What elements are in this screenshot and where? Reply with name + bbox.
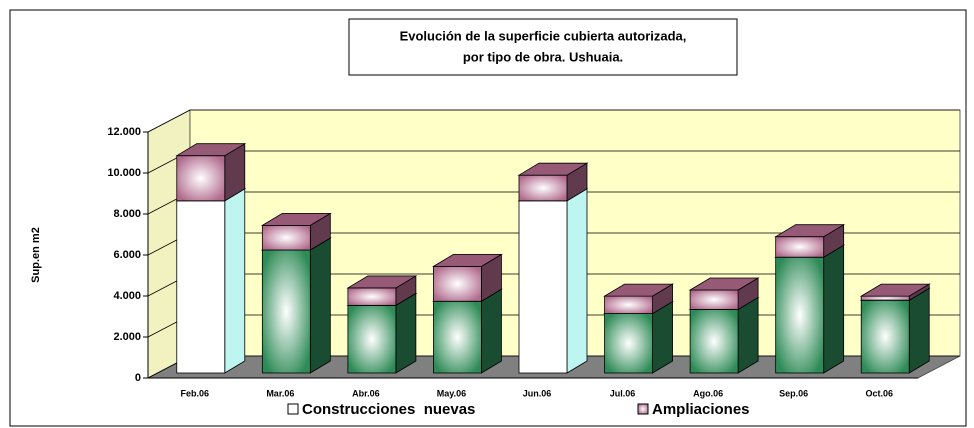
grid-line: [147, 109, 960, 133]
bar: [261, 224, 311, 251]
bar-side: [823, 244, 845, 374]
bar-side: [566, 188, 588, 374]
bar-side: [309, 237, 331, 374]
y-tick-label: 6.000: [113, 249, 141, 261]
bar: [860, 295, 910, 301]
bar: [433, 265, 482, 302]
legend-swatch: [287, 403, 299, 415]
bar: [775, 236, 825, 258]
y-tick-label: 2.000: [113, 331, 141, 343]
y-tick-label: 8.000: [113, 208, 141, 220]
bar: [604, 295, 653, 314]
bar: [518, 200, 568, 374]
bar-top: [346, 275, 418, 289]
y-axis-label: Sup.en m2: [30, 227, 42, 283]
bar-side: [224, 188, 246, 374]
y-tick-label: 4.000: [113, 290, 141, 302]
bar: [176, 155, 226, 202]
x-tick-label: Feb.06: [181, 388, 210, 398]
bar-top: [260, 212, 332, 226]
bar: [775, 256, 825, 374]
y-tick-label: 10.000: [107, 167, 141, 179]
bar: [689, 289, 739, 310]
y-tick-label: 12.000: [107, 126, 141, 138]
bar-top: [688, 277, 760, 291]
bar-top: [175, 143, 247, 157]
x-tick-label: Mar.06: [266, 388, 294, 398]
bar: [604, 313, 653, 374]
bar-top: [774, 224, 846, 238]
bar: [689, 309, 739, 374]
bar-side: [908, 287, 930, 374]
bar-top: [517, 162, 589, 176]
bar-side: [395, 292, 417, 374]
x-tick-label: Jul.06: [610, 388, 636, 398]
x-tick-label: Abr.06: [352, 388, 380, 398]
bar: [347, 287, 397, 306]
bar-top: [859, 283, 931, 297]
x-tick-label: Oct.06: [865, 388, 893, 398]
bar: [860, 299, 910, 374]
legend-label: Ampliaciones: [652, 401, 750, 418]
bar: [518, 174, 568, 202]
bar-top: [432, 253, 503, 267]
x-tick-label: May.06: [437, 388, 466, 398]
bar: [433, 300, 482, 374]
legend-swatch: [637, 403, 649, 415]
bar-top: [603, 283, 674, 297]
chart-title: por tipo de obra. Ushuaia.: [463, 49, 623, 64]
x-tick-label: Jun.06: [523, 388, 552, 398]
x-tick-label: Ago.06: [693, 388, 723, 398]
bar-side: [737, 296, 759, 374]
bar: [347, 304, 397, 374]
bar-side: [652, 300, 673, 374]
title-box: [348, 18, 738, 76]
x-tick-label: Sep.06: [779, 388, 808, 398]
y-tick-label: 0: [135, 372, 141, 384]
chart-title: Evolución de la superficie cubierta auto…: [400, 28, 687, 43]
bar: [176, 200, 226, 374]
legend-label: Construcciones nuevas: [302, 401, 475, 418]
bar-side: [481, 288, 502, 374]
bar: [261, 249, 311, 374]
